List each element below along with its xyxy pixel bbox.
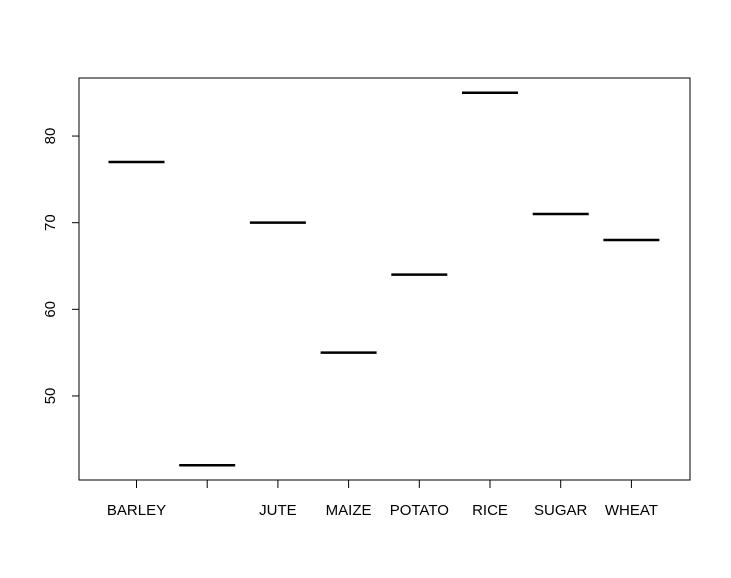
x-tick-label: JUTE xyxy=(259,502,297,519)
plot-frame xyxy=(78,77,691,481)
x-tick-label: POTATO xyxy=(390,502,449,519)
data-marks xyxy=(108,91,660,467)
x-tick-label: RICE xyxy=(472,502,508,519)
x-tick-label: SUGAR xyxy=(534,502,588,519)
y-tick-label: 70 xyxy=(42,214,59,231)
y-tick-label: 80 xyxy=(42,128,59,145)
y-axis: 50 60 70 80 xyxy=(42,128,79,405)
x-tick-label: MAIZE xyxy=(326,502,372,519)
x-tick-label: WHEAT xyxy=(605,502,658,519)
y-tick-label: 50 xyxy=(42,388,59,405)
y-tick-label: 60 xyxy=(42,301,59,318)
x-tick-label: BARLEY xyxy=(107,502,166,519)
x-axis: BARLEY JUTE MAIZE POTATO RICE SUGAR WHEAT xyxy=(107,480,658,519)
